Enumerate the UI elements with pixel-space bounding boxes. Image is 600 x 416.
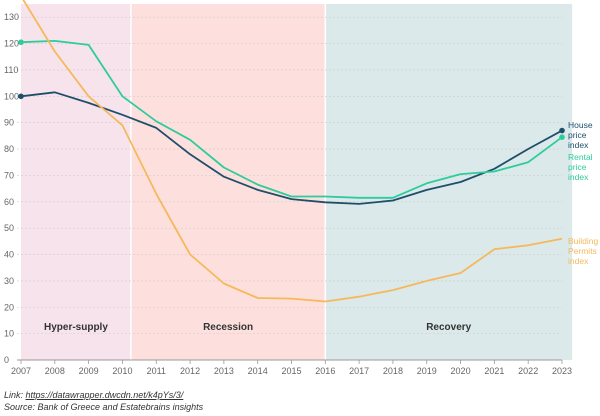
series-line-building-permits-index <box>22 0 563 303</box>
series-label-line: index <box>568 172 589 182</box>
x-tick-label: 2010 <box>112 366 132 376</box>
series-label-line: Building <box>568 236 599 246</box>
series-label-rental-price-index: Rental price index <box>568 152 593 182</box>
series-label-line: House <box>568 120 593 130</box>
phase-bands <box>21 4 573 360</box>
x-tick-label: 2007 <box>11 366 31 376</box>
y-tick-label: 10 <box>4 329 14 339</box>
x-tick-label: 2014 <box>248 366 268 376</box>
phase-label-recovery: Recovery <box>426 322 471 333</box>
series-label-line: price <box>568 162 587 172</box>
line-chart: 0 10 20 30 40 50 60 70 80 90 100 110 120 130 2007 2008… <box>4 0 599 376</box>
series-label-line: index <box>568 256 589 266</box>
series-label-building-permits-index: Building Permits index <box>568 236 599 266</box>
series-label-line: Permits <box>568 246 597 256</box>
x-tick-label: 2012 <box>180 366 200 376</box>
footer-source: Source: Bank of Greece and Estatebrains … <box>4 402 204 412</box>
footer-link-prefix: Link: <box>4 390 26 400</box>
series-line-house-price-index <box>20 91 563 205</box>
footer-link-line: Link: https://datawrapper.dwcdn.net/k4pY… <box>4 390 183 400</box>
x-tick-label: 2020 <box>451 366 471 376</box>
y-tick-label: 0 <box>4 355 9 365</box>
gridlines <box>17 16 562 361</box>
phase-band-recession <box>130 4 326 360</box>
series-label-line: index <box>568 140 589 150</box>
x-tick-label: 2011 <box>147 366 166 376</box>
y-tick-label: 120 <box>4 39 19 49</box>
x-tick-label: 2018 <box>383 366 403 376</box>
x-tick-label: 2016 <box>315 366 335 376</box>
y-axis-ticks: 0 10 20 30 40 50 60 70 80 90 100 110 120 130 <box>4 12 19 365</box>
phase-label-hyper-supply: Hyper-supply <box>44 322 108 333</box>
series-marker-end-house-price-index <box>559 127 565 134</box>
x-tick-label: 2013 <box>214 366 234 376</box>
x-tick-label: 2017 <box>349 366 369 376</box>
series-label-house-price-index: House price index <box>568 120 593 150</box>
y-tick-label: 20 <box>4 302 14 312</box>
x-axis-ticks: 2007 2008 2009 2010 2011 2012 2013 2014 2015 2016… <box>11 360 572 376</box>
x-tick-label: 2021 <box>484 366 504 376</box>
series-label-line: price <box>568 130 587 140</box>
series-label-line: Rental <box>568 152 593 162</box>
y-tick-label: 90 <box>4 118 14 128</box>
y-tick-label: 100 <box>4 91 19 101</box>
phase-band-recovery <box>325 4 573 360</box>
y-tick-label: 80 <box>4 144 14 154</box>
x-tick-label: 2008 <box>45 366 65 376</box>
footer-link[interactable]: https://datawrapper.dwcdn.net/k4pYs/3/ <box>25 390 184 400</box>
series-line-rental-price-index <box>20 40 563 199</box>
series-marker-end-rental-price-index <box>559 134 565 140</box>
phase-band-hyper-supply <box>21 4 131 360</box>
y-tick-label: 50 <box>4 223 14 233</box>
phase-label-recession: Recession <box>203 322 253 333</box>
x-tick-label: 2009 <box>79 366 99 376</box>
y-tick-label: 110 <box>4 65 18 75</box>
series-marker-start-rental-price-index <box>18 39 24 46</box>
y-tick-label: 40 <box>4 250 14 260</box>
y-tick-label: 130 <box>4 12 19 22</box>
y-tick-label: 60 <box>4 197 14 207</box>
series-lines <box>18 0 565 303</box>
y-tick-label: 30 <box>4 276 14 286</box>
x-tick-label: 2023 <box>552 366 572 376</box>
series-marker-start-house-price-index <box>18 93 24 100</box>
y-tick-label: 70 <box>4 170 14 180</box>
x-tick-label: 2022 <box>518 366 538 376</box>
x-tick-label: 2015 <box>281 366 301 376</box>
x-tick-label: 2019 <box>417 366 437 376</box>
phase-labels: Hyper-supply Recession Recovery <box>44 322 472 333</box>
